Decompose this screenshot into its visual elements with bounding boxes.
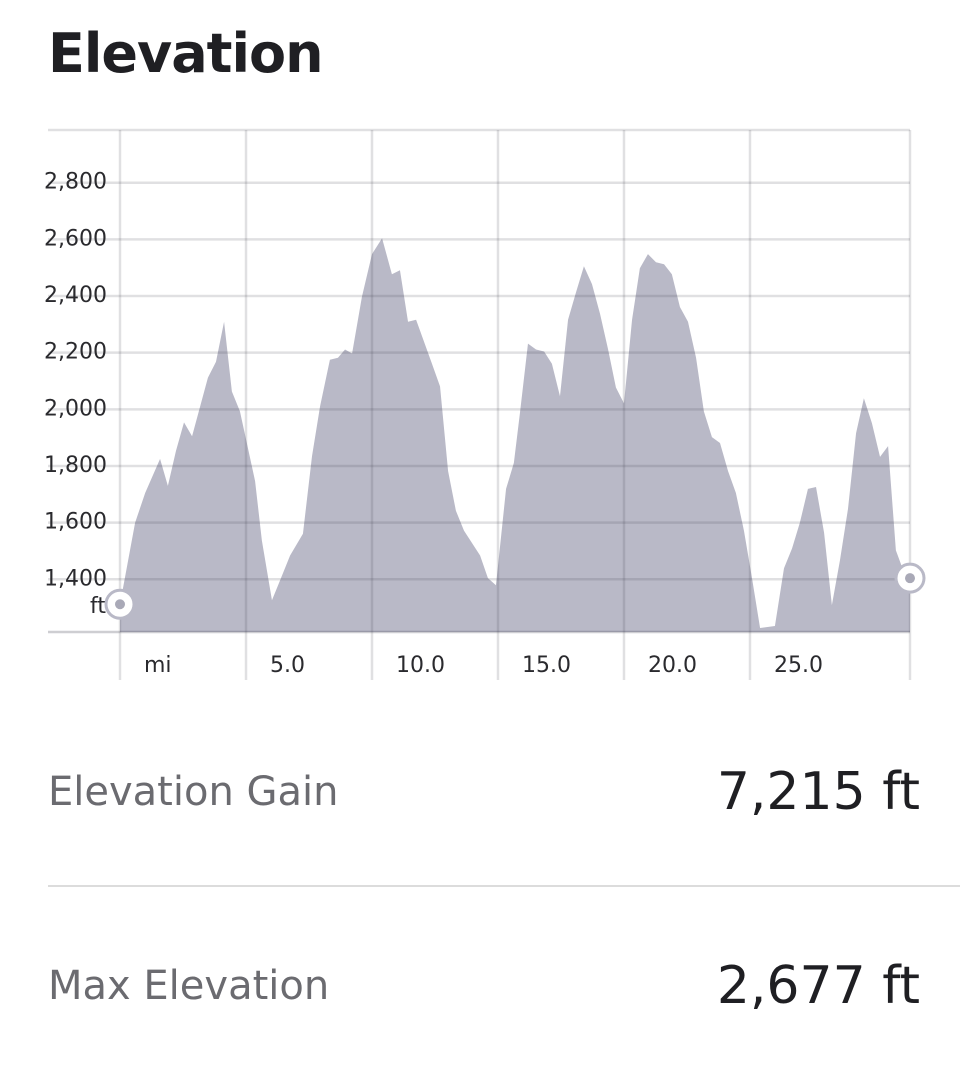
start-marker-dot [115, 599, 125, 610]
y-tick-label: 2,600 [44, 226, 107, 251]
y-tick-label: 1,400 [44, 566, 107, 591]
y-tick-label: 1,800 [44, 453, 107, 478]
x-tick-label: 10.0 [396, 653, 445, 678]
stat-row: Elevation Gain 7,215 ft [48, 752, 920, 832]
stat-row: Max Elevation 2,677 ft [48, 946, 920, 1026]
x-tick-label: mi [144, 653, 172, 678]
x-tick-label: 20.0 [648, 653, 697, 678]
y-unit-label: ft [90, 594, 106, 619]
y-tick-label: 1,600 [44, 510, 107, 535]
y-tick-label: 2,800 [44, 170, 107, 195]
y-tick-label: 2,200 [44, 340, 107, 365]
stat-value: 2,677 ft [716, 956, 920, 1016]
chart: 1,400 1,600 1,800 2,000 2,200 2,400 2,600 2,800… [44, 128, 926, 680]
title: Elevation [48, 22, 324, 85]
x-tick-label: 15.0 [522, 653, 571, 678]
stat-label: Max Elevation [48, 963, 330, 1009]
x-tick-label: 5.0 [270, 653, 305, 678]
elevation-area [120, 238, 910, 632]
divider [48, 885, 960, 887]
y-tick-label: 2,400 [44, 283, 107, 308]
end-marker-dot [905, 573, 915, 584]
y-tick-label: 2,000 [44, 396, 107, 421]
x-tick-label: 25.0 [774, 653, 823, 678]
stat-label: Elevation Gain [48, 769, 339, 815]
stat-value: 7,215 ft [716, 762, 920, 822]
